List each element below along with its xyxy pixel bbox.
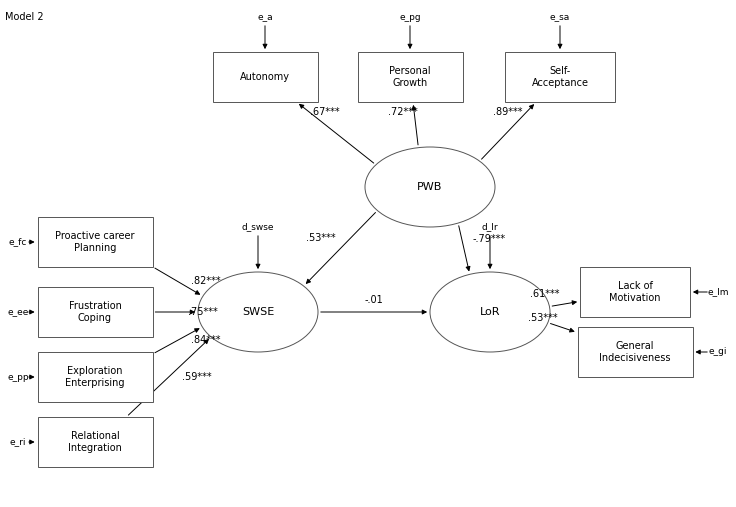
Text: SWSE: SWSE bbox=[242, 307, 274, 317]
FancyBboxPatch shape bbox=[578, 327, 693, 377]
Text: e_pp: e_pp bbox=[7, 373, 29, 381]
Text: LoR: LoR bbox=[480, 307, 500, 317]
Text: .75***: .75*** bbox=[188, 307, 218, 317]
FancyBboxPatch shape bbox=[38, 417, 152, 467]
FancyBboxPatch shape bbox=[213, 52, 317, 102]
Text: PWB: PWB bbox=[417, 182, 442, 192]
Text: d_swse: d_swse bbox=[241, 223, 275, 232]
Text: .53***: .53*** bbox=[305, 233, 336, 243]
Text: e_lm: e_lm bbox=[707, 287, 729, 297]
Text: .53***: .53*** bbox=[528, 313, 557, 322]
Text: Autonomy: Autonomy bbox=[240, 72, 290, 82]
Text: e_pg: e_pg bbox=[399, 13, 421, 21]
Text: .59***: .59*** bbox=[182, 372, 211, 382]
Text: .82***: .82*** bbox=[191, 276, 221, 286]
Text: General
Indecisiveness: General Indecisiveness bbox=[599, 341, 670, 363]
Text: Self-
Acceptance: Self- Acceptance bbox=[531, 66, 589, 88]
Text: Relational
Integration: Relational Integration bbox=[68, 431, 122, 453]
Text: Frustration
Coping: Frustration Coping bbox=[68, 301, 121, 323]
Text: .89***: .89*** bbox=[493, 107, 523, 117]
Text: -.79***: -.79*** bbox=[473, 234, 506, 244]
FancyBboxPatch shape bbox=[580, 267, 690, 317]
Text: e_a: e_a bbox=[257, 13, 273, 21]
FancyBboxPatch shape bbox=[38, 352, 152, 402]
Text: Proactive career
Planning: Proactive career Planning bbox=[55, 231, 135, 253]
FancyBboxPatch shape bbox=[38, 287, 152, 337]
FancyBboxPatch shape bbox=[38, 217, 152, 267]
Text: e_gi: e_gi bbox=[709, 347, 727, 356]
Text: Personal
Growth: Personal Growth bbox=[389, 66, 431, 88]
Text: e_ri: e_ri bbox=[10, 438, 26, 447]
Text: e_ee: e_ee bbox=[7, 308, 29, 316]
Text: e_sa: e_sa bbox=[550, 13, 570, 21]
Text: Model 2: Model 2 bbox=[5, 12, 43, 22]
Text: .72***: .72*** bbox=[388, 107, 418, 117]
Text: e_fc: e_fc bbox=[9, 237, 27, 246]
Text: d_lr: d_lr bbox=[481, 223, 498, 232]
Text: Lack of
Motivation: Lack of Motivation bbox=[609, 281, 661, 303]
Ellipse shape bbox=[198, 272, 318, 352]
Text: Exploration
Enterprising: Exploration Enterprising bbox=[66, 366, 124, 388]
Text: .67***: .67*** bbox=[310, 107, 339, 117]
Text: .84***: .84*** bbox=[191, 336, 220, 345]
Ellipse shape bbox=[365, 147, 495, 227]
FancyBboxPatch shape bbox=[358, 52, 462, 102]
Text: .61***: .61*** bbox=[530, 289, 559, 299]
Ellipse shape bbox=[430, 272, 550, 352]
FancyBboxPatch shape bbox=[505, 52, 615, 102]
Text: -.01: -.01 bbox=[364, 295, 383, 305]
